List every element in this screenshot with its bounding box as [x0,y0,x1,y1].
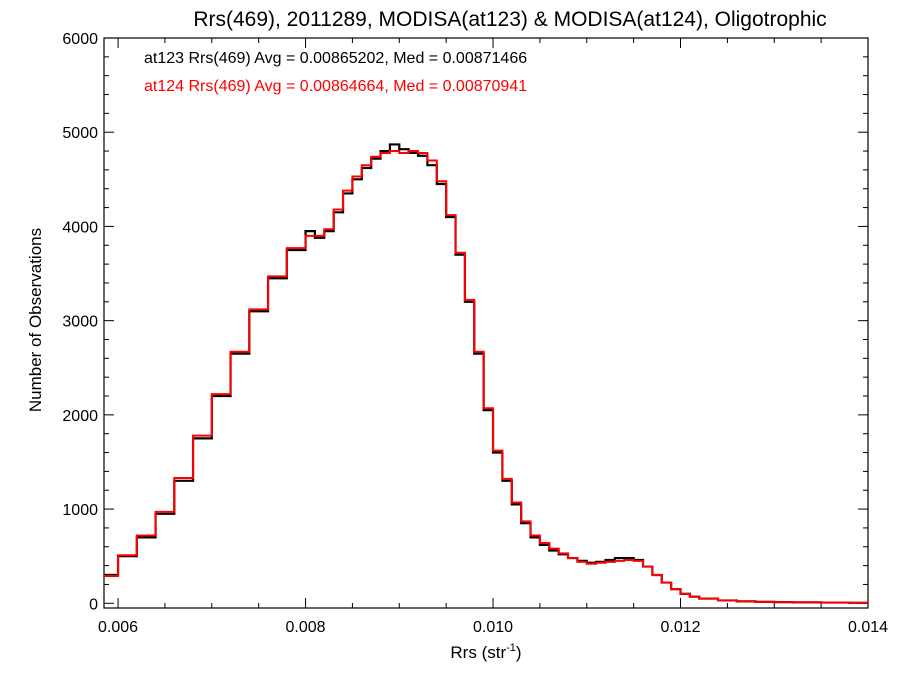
y-tick-label: 1000 [62,502,98,519]
x-axis-label: Rrs (str-1) [450,642,521,662]
x-tick-label: 0.012 [660,619,700,636]
series-line-at124 [104,150,868,604]
series-layer [104,143,868,604]
legend-entry-1: at123 Rrs(469) Avg = 0.00865202, Med = 0… [144,50,527,67]
y-tick-label: 3000 [62,314,98,331]
x-axis-label-end: ) [516,643,522,662]
y-tick-label: 2000 [62,408,98,425]
x-axis-label-main: Rrs (str [450,643,506,662]
y-axis-label: Number of Observations [26,228,45,412]
plot-frame [103,37,869,609]
chart-title: Rrs(469), 2011289, MODISA(at123) & MODIS… [193,8,826,31]
x-axis-label-superscript: -1 [506,642,516,654]
y-tick-label: 5000 [62,125,98,142]
axis-ticks: 0.006 0.008 0.010 0.012 0.014 0 1000 2000 3000 40… [62,31,888,636]
x-tick-label: 0.010 [473,619,513,636]
y-tick-label: 6000 [62,31,98,48]
x-tick-label: 0.008 [286,619,326,636]
y-tick-label: 4000 [62,219,98,236]
y-tick-label: 0 [89,596,98,613]
legend-entry-2: at124 Rrs(469) Avg = 0.00864664, Med = 0… [144,78,527,95]
series-line-at123 [104,143,868,604]
x-tick-label: 0.006 [98,619,138,636]
x-tick-label: 0.014 [848,619,888,636]
